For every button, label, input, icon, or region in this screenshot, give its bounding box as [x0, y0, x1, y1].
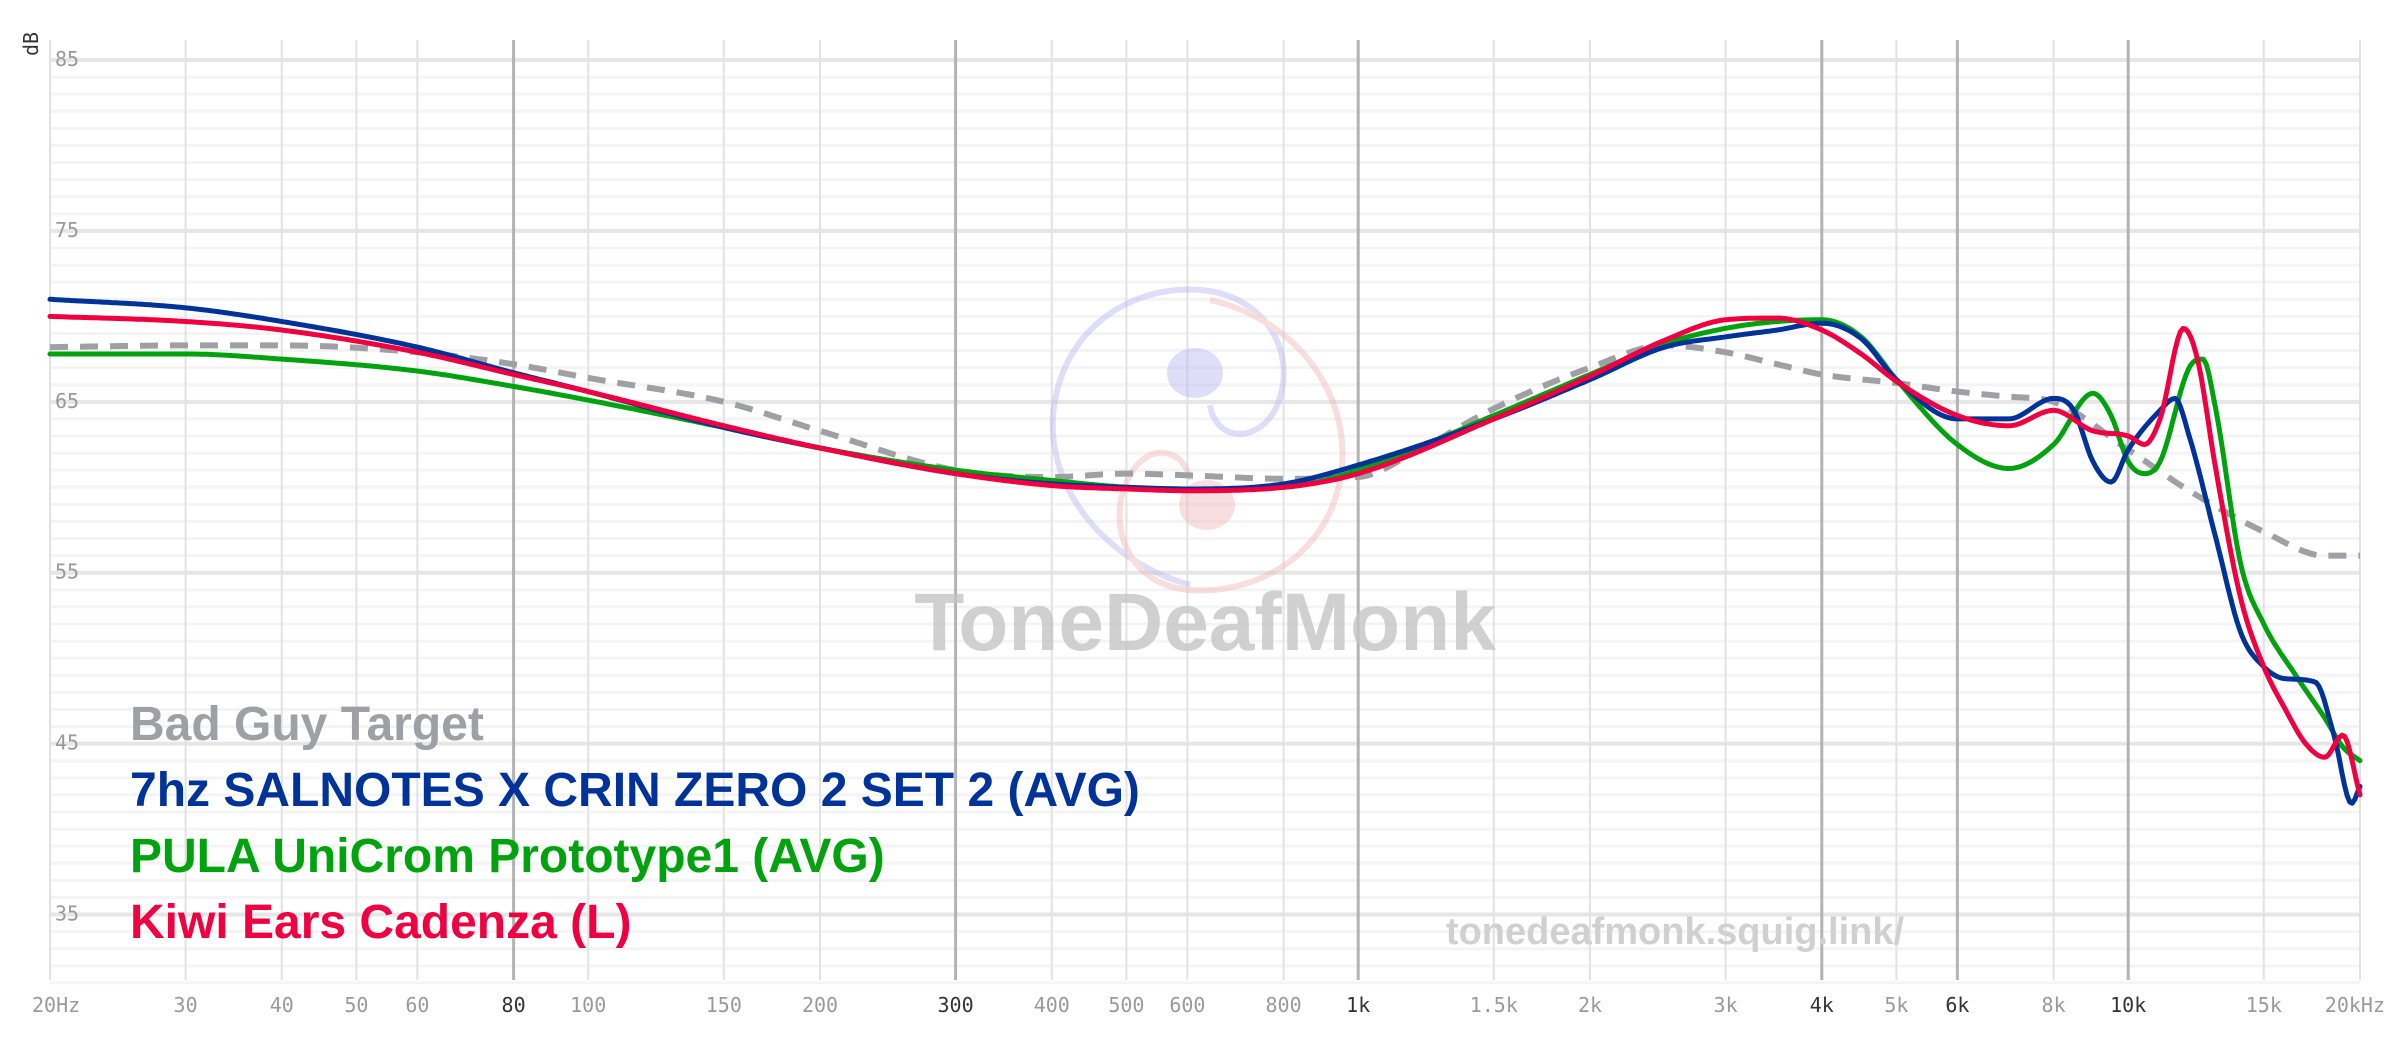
logo-swirl-blue [1049, 286, 1287, 588]
x-axis: 20Hz 30 40 50 60 80 100 150 200 300 400 500 600 800 1k… [32, 993, 2385, 1017]
y-tick-label: 85 [55, 47, 79, 71]
x-tick-label: 8k [2042, 993, 2066, 1017]
x-tick-label: 6k [1945, 993, 1969, 1017]
legend-entry: Bad Guy Target [130, 698, 484, 751]
x-tick-label: 40 [270, 993, 294, 1017]
watermark-url: tonedeafmonk.squig.link/ [1446, 911, 1905, 953]
x-tick-label: 400 [1034, 993, 1070, 1017]
x-tick-label: 150 [706, 993, 742, 1017]
x-tick-label: 30 [174, 993, 198, 1017]
legend: Bad Guy Target 7hz SALNOTES X CRIN ZERO 2… [130, 698, 1140, 949]
logo-swirl-red [1116, 297, 1346, 594]
legend-entry: PULA UniCrom Prototype1 (AVG) [130, 830, 885, 883]
x-tick-label: 2k [1578, 993, 1602, 1017]
x-tick-label: 100 [570, 993, 606, 1017]
x-tick-label: 60 [405, 993, 429, 1017]
y-tick-label: 35 [55, 902, 79, 926]
x-tick-label: 600 [1169, 993, 1205, 1017]
x-tick-label: 300 [938, 993, 974, 1017]
y-tick-label: 55 [55, 560, 79, 584]
x-tick-label: 4k [1810, 993, 1834, 1017]
x-tick-label: 20Hz [32, 993, 80, 1017]
x-tick-label: 1k [1346, 993, 1370, 1017]
x-tick-label: 80 [502, 993, 526, 1017]
x-tick-label: 200 [802, 993, 838, 1017]
x-tick-label: 800 [1266, 993, 1302, 1017]
series-line-3 [47, 313, 2363, 798]
x-tick-label: 1.5k [1470, 993, 1518, 1017]
x-tick-label: 15k [2246, 993, 2282, 1017]
y-tick-label: 45 [55, 731, 79, 755]
y-axis-label: dB [19, 32, 43, 56]
x-tick-label: 50 [344, 993, 368, 1017]
legend-entry: Kiwi Ears Cadenza (L) [130, 896, 631, 949]
watermark-brand: ToneDeafMonk [914, 577, 1496, 668]
x-tick-label: 500 [1108, 993, 1144, 1017]
y-tick-label: 75 [55, 218, 79, 242]
series-line-0 [49, 342, 2361, 559]
legend-entry: 7hz SALNOTES X CRIN ZERO 2 SET 2 (AVG) [130, 764, 1140, 817]
x-tick-label: 5k [1884, 993, 1908, 1017]
x-tick-label: 3k [1714, 993, 1738, 1017]
x-tick-label: 10k [2110, 993, 2146, 1017]
y-tick-label: 65 [55, 389, 79, 413]
series [47, 296, 2363, 806]
x-tick-label: 20kHz [2325, 993, 2385, 1017]
logo-monk-blue [1167, 348, 1223, 398]
y-axis: 35 45 55 65 75 85 [55, 47, 79, 926]
grid [49, 40, 2361, 985]
